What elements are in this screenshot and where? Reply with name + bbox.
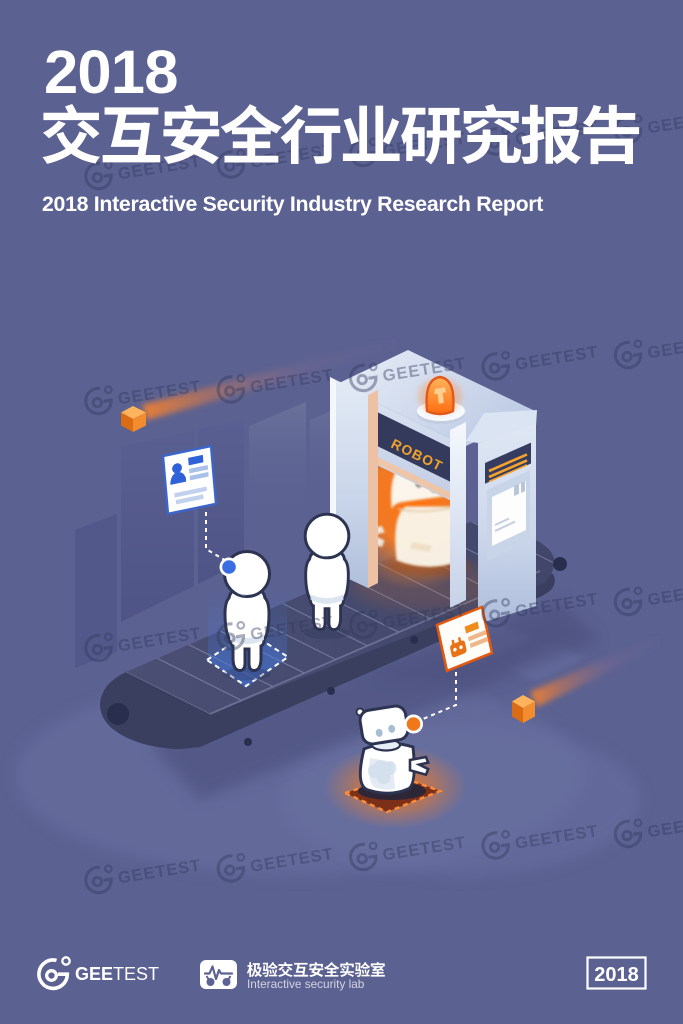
svg-text:GEETEST: GEETEST	[75, 964, 159, 984]
svg-text:2018: 2018	[594, 964, 639, 986]
svg-text:2018 Interactive Security Indu: 2018 Interactive Security Industry Resea…	[42, 192, 543, 216]
svg-text:Interactive security lab: Interactive security lab	[247, 977, 365, 991]
svg-text:2018: 2018	[44, 38, 178, 107]
